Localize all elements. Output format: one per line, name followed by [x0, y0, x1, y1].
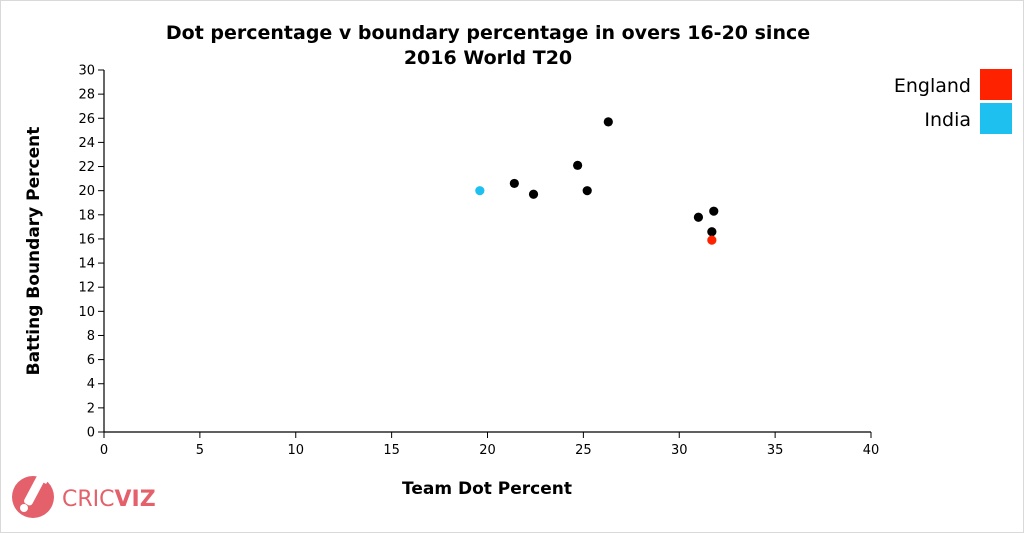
chart-title: Dot percentage v boundary percentage in … [166, 22, 810, 69]
legend: England India [894, 69, 1012, 134]
data-point [693, 212, 704, 222]
data-point [475, 186, 485, 196]
y-tick-label: 16 [78, 232, 95, 247]
x-tick-label: 20 [479, 443, 496, 458]
x-tick-label: 15 [383, 443, 400, 458]
x-tick-label: 25 [575, 443, 592, 458]
x-tick-label: 30 [671, 443, 688, 458]
data-points [475, 117, 719, 245]
data-point [582, 186, 592, 196]
legend-swatch [980, 103, 1012, 134]
ticks: 0 5 10 15 20 25 30 35 40024681012141618202224262… [78, 64, 879, 459]
y-tick-label: 24 [78, 136, 95, 151]
x-tick-label: 35 [767, 443, 784, 458]
y-tick-label: 10 [78, 305, 95, 320]
y-tick-label: 30 [78, 64, 95, 79]
x-axis-label: Team Dot Percent [402, 479, 572, 499]
logo-text-viz: VIZ [115, 487, 156, 512]
y-tick-label: 28 [78, 88, 95, 103]
y-tick-label: 26 [78, 112, 95, 127]
y-tick-label: 6 [87, 353, 95, 368]
y-tick-label: 8 [87, 329, 95, 344]
data-point [573, 160, 583, 170]
y-axis-label: Batting Boundary Percent [24, 127, 44, 376]
svg-text:CRICVIZ: CRICVIZ [62, 487, 156, 512]
y-tick-label: 22 [78, 160, 95, 175]
y-tick-label: 2 [87, 401, 95, 416]
y-tick-label: 20 [78, 184, 95, 199]
y-tick-label: 0 [87, 426, 95, 441]
legend-label: India [924, 109, 971, 131]
axes [103, 70, 871, 433]
legend-swatch [980, 69, 1012, 100]
data-point [707, 235, 717, 245]
data-point [707, 227, 717, 237]
chart-title-line-1: Dot percentage v boundary percentage in … [166, 22, 810, 44]
x-tick-label: 10 [287, 443, 304, 458]
data-point [528, 189, 539, 199]
y-tick-label: 12 [78, 281, 95, 296]
x-tick-label: 0 [100, 443, 108, 458]
data-point [509, 178, 519, 189]
y-tick-label: 18 [78, 208, 95, 223]
x-tick-label: 40 [863, 443, 880, 458]
chart-title-line-2: 2016 World T20 [404, 47, 572, 69]
data-point [603, 117, 613, 127]
x-tick-label: 5 [196, 443, 204, 458]
y-tick-label: 14 [78, 257, 95, 272]
cricviz-logo: CRICVIZ [12, 471, 156, 518]
data-point [709, 206, 719, 216]
y-tick-label: 4 [87, 377, 95, 392]
logo-text-cric: CRIC [62, 487, 115, 512]
cricket-bat-ball-icon [12, 471, 54, 518]
legend-label: England [894, 75, 971, 97]
